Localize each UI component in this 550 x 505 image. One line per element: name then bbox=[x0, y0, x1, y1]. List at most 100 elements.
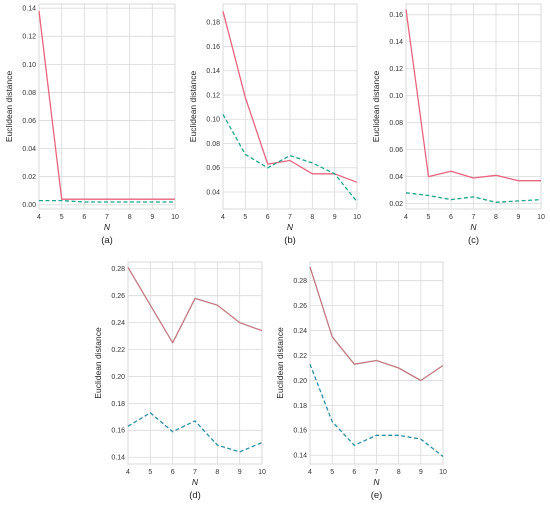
y-tick-label: 0.16 bbox=[389, 12, 403, 19]
y-tick-label: 0.14 bbox=[206, 68, 220, 75]
panel-b: 4 5 6 7 8 9 10 0.04 0.06 0.08 0.10 0.12 0.14 0.16 0.18… bbox=[188, 3, 361, 246]
y-tick-label: 0.04 bbox=[22, 146, 36, 153]
y-tick-label: 0.12 bbox=[206, 92, 220, 99]
x-tick-label: 8 bbox=[397, 469, 401, 476]
x-tick-label: 8 bbox=[310, 214, 314, 221]
solid-series-line bbox=[405, 9, 541, 182]
x-tick-label: 5 bbox=[148, 469, 152, 476]
y-tick-label: 0.20 bbox=[111, 374, 125, 381]
y-tick-label: 0.12 bbox=[389, 66, 403, 73]
panel-caption: (c) bbox=[468, 235, 479, 246]
x-tick-label: 5 bbox=[427, 214, 431, 221]
y-tick-label: 0.06 bbox=[389, 147, 403, 154]
y-tick-label: 0.18 bbox=[206, 20, 220, 27]
y-axis-label: Euclidean distance bbox=[4, 71, 14, 143]
y-tick-label: 0.02 bbox=[22, 174, 36, 181]
y-tick-label: 0.24 bbox=[293, 328, 307, 335]
x-tick-label: 4 bbox=[404, 214, 408, 221]
x-tick-label: 8 bbox=[494, 214, 498, 221]
x-tick-label: 5 bbox=[60, 214, 64, 221]
x-tick-label: 6 bbox=[82, 214, 86, 221]
y-tick-label: 0.20 bbox=[293, 378, 307, 385]
y-tick-label: 0.14 bbox=[293, 453, 307, 460]
x-axis-label: N bbox=[287, 222, 294, 232]
x-tick-label: 4 bbox=[37, 214, 41, 221]
x-tick-label: 10 bbox=[537, 214, 545, 221]
y-tick-label: 0.00 bbox=[22, 202, 36, 209]
y-tick-label: 0.08 bbox=[389, 120, 403, 127]
x-tick-label: 8 bbox=[215, 469, 219, 476]
x-tick-label: 9 bbox=[238, 469, 242, 476]
x-tick-label: 8 bbox=[128, 214, 132, 221]
dashed-series-line bbox=[39, 199, 175, 203]
x-tick-label: 4 bbox=[126, 469, 130, 476]
y-tick-label: 0.10 bbox=[22, 62, 36, 69]
x-tick-label: 6 bbox=[171, 469, 175, 476]
y-tick-label: 0.08 bbox=[22, 90, 36, 97]
y-axis-label: Euclidean distance bbox=[188, 71, 198, 143]
y-tick-label: 0.10 bbox=[389, 93, 403, 100]
y-tick-label: 0.10 bbox=[206, 117, 220, 124]
panel-caption: (b) bbox=[284, 235, 296, 246]
x-tick-label: 5 bbox=[243, 214, 247, 221]
y-tick-label: 0.16 bbox=[206, 44, 220, 51]
y-tick-label: 0.14 bbox=[111, 455, 125, 462]
x-tick-label: 10 bbox=[258, 469, 266, 476]
y-tick-label: 0.08 bbox=[206, 141, 220, 148]
x-tick-label: 9 bbox=[517, 214, 521, 221]
x-tick-label: 10 bbox=[353, 214, 361, 221]
y-tick-label: 0.04 bbox=[389, 174, 403, 181]
y-tick-label: 0.28 bbox=[111, 266, 125, 273]
y-tick-label: 0.24 bbox=[111, 320, 125, 327]
y-tick-label: 0.16 bbox=[293, 428, 307, 435]
y-tick-label: 0.26 bbox=[111, 293, 125, 300]
y-tick-label: 0.14 bbox=[389, 39, 403, 46]
x-axis-label: N bbox=[373, 477, 380, 487]
x-tick-label: 5 bbox=[330, 469, 334, 476]
y-axis-label: Euclidean distance bbox=[371, 71, 381, 143]
x-axis-label: N bbox=[192, 477, 199, 487]
y-axis-label: Euclidean distance bbox=[93, 327, 103, 399]
dashed-series-line bbox=[309, 363, 444, 458]
x-tick-label: 9 bbox=[150, 214, 154, 221]
x-tick-label: 7 bbox=[105, 214, 109, 221]
x-tick-label: 9 bbox=[333, 214, 337, 221]
x-tick-label: 7 bbox=[472, 214, 476, 221]
x-tick-label: 6 bbox=[449, 214, 453, 221]
x-tick-label: 4 bbox=[308, 469, 312, 476]
y-tick-label: 0.02 bbox=[389, 201, 403, 208]
panel-a: 4 5 6 7 8 9 10 0.00 0.02 0.04 0.06 0.08 0.10 0.12 0.14… bbox=[4, 3, 179, 246]
x-axis-label: N bbox=[104, 222, 111, 232]
y-tick-label: 0.22 bbox=[111, 347, 125, 354]
panel-caption: (a) bbox=[101, 235, 113, 246]
y-tick-label: 0.12 bbox=[22, 34, 36, 41]
panel-caption: (d) bbox=[189, 490, 201, 501]
x-tick-label: 10 bbox=[439, 469, 447, 476]
y-tick-label: 0.06 bbox=[206, 165, 220, 172]
x-tick-label: 4 bbox=[221, 214, 225, 221]
y-tick-label: 0.06 bbox=[22, 118, 36, 125]
panel-e: 4 5 6 7 8 9 10 0.14 0.16 0.18 0.20 0.22 0.24 0.26 0.28… bbox=[275, 261, 447, 501]
y-axis-label: Euclidean distance bbox=[275, 327, 285, 399]
x-tick-label: 7 bbox=[193, 469, 197, 476]
y-tick-label: 0.22 bbox=[293, 353, 307, 360]
x-tick-label: 10 bbox=[171, 214, 179, 221]
y-tick-label: 0.18 bbox=[111, 401, 125, 408]
solid-series-line bbox=[309, 266, 444, 382]
y-tick-label: 0.18 bbox=[293, 403, 307, 410]
y-tick-label: 0.16 bbox=[111, 428, 125, 435]
x-tick-label: 9 bbox=[419, 469, 423, 476]
panel-caption: (e) bbox=[371, 490, 383, 501]
dashed-series-line bbox=[405, 192, 542, 203]
x-tick-label: 7 bbox=[375, 469, 379, 476]
x-tick-label: 6 bbox=[352, 469, 356, 476]
solid-series-line bbox=[127, 267, 263, 344]
solid-series-line bbox=[38, 10, 175, 200]
x-axis-label: N bbox=[470, 222, 477, 232]
panel-c: 4 5 6 7 8 9 10 0.02 0.04 0.06 0.08 0.10 0.12 0.14 0.16… bbox=[371, 3, 545, 246]
dashed-series-line bbox=[127, 412, 263, 453]
panel-d: 4 5 6 7 8 9 10 0.14 0.16 0.18 0.20 0.22 0.24 0.26 0.28… bbox=[93, 261, 266, 501]
x-tick-label: 7 bbox=[288, 214, 292, 221]
y-tick-label: 0.04 bbox=[206, 189, 220, 196]
